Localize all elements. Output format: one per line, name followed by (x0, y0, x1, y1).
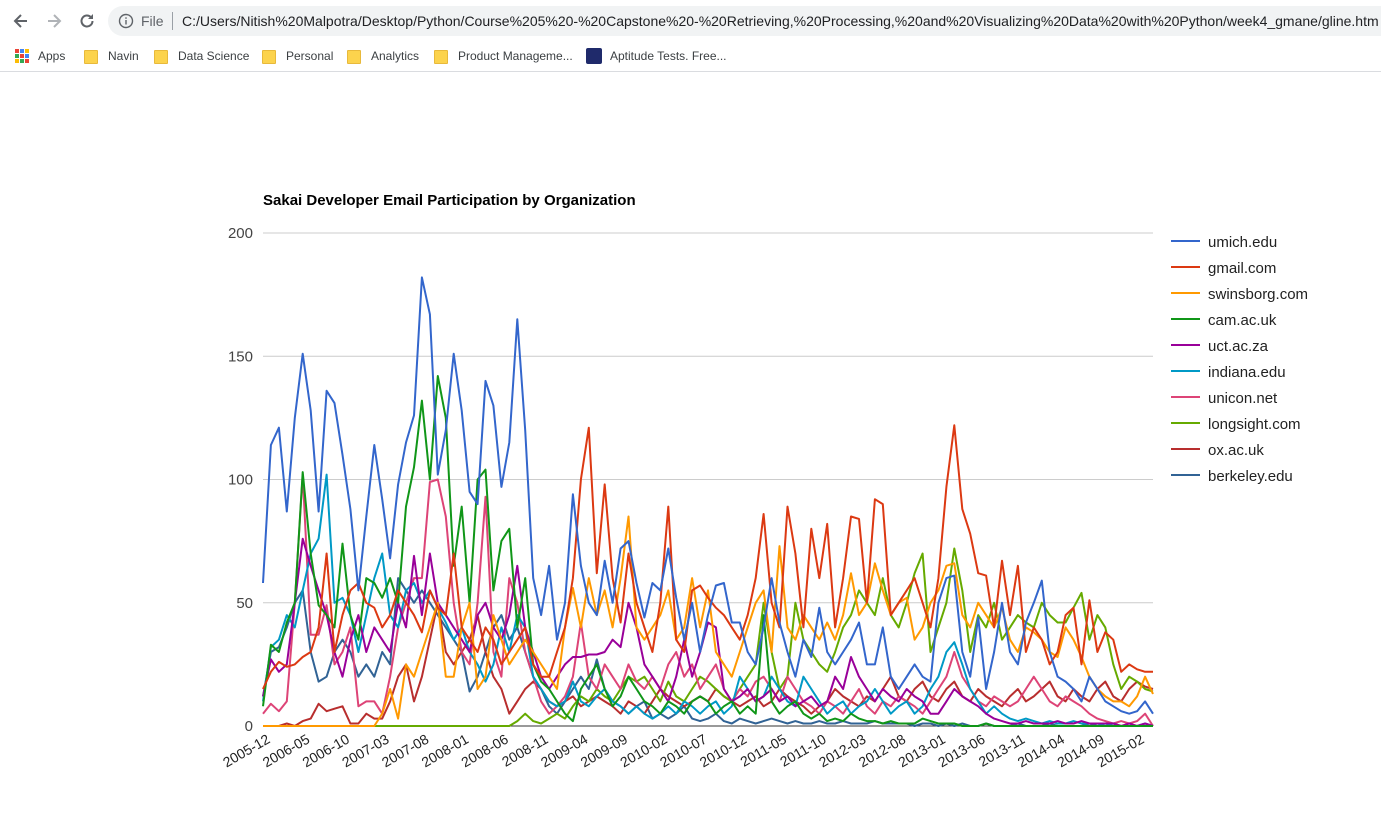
legend-label: unicon.net (1208, 390, 1278, 407)
y-tick-label: 200 (228, 225, 253, 242)
bookmark-label: Data Science (178, 49, 250, 63)
line-chart: Sakai Developer Email Participation by O… (220, 192, 1308, 771)
info-icon[interactable] (118, 13, 134, 29)
bookmark-label: Navin (108, 49, 139, 63)
folder-icon (434, 50, 448, 64)
bookmark-personal[interactable]: Personal (258, 46, 333, 66)
legend-label: ox.ac.uk (1208, 442, 1264, 459)
legend-item-unicon-net[interactable]: unicon.net (1171, 390, 1278, 407)
x-axis-ticks: 2005-122006-052006-102007-032007-082008-… (220, 731, 1147, 771)
legend-item-swinsborg-com[interactable]: swinsborg.com (1171, 286, 1308, 303)
series-line-uct-ac-za[interactable] (262, 537, 1154, 727)
bookmark-label: Product Manageme... (458, 49, 573, 63)
legend-label: umich.edu (1208, 234, 1277, 251)
legend-label: uct.ac.za (1208, 338, 1269, 355)
legend-item-ox-ac-uk[interactable]: ox.ac.uk (1171, 442, 1264, 459)
legend-item-berkeley-edu[interactable]: berkeley.edu (1171, 468, 1293, 485)
legend-label: swinsborg.com (1208, 286, 1308, 303)
browser-toolbar: File C:/Users/Nitish%20Malpotra/Desktop/… (0, 0, 1381, 40)
legend-label: indiana.edu (1208, 364, 1286, 381)
scheme-label: File (141, 13, 164, 29)
series-line-longsight-com[interactable] (263, 547, 1154, 727)
bookmark-apps[interactable]: Apps (15, 46, 65, 66)
url-text[interactable]: C:/Users/Nitish%20Malpotra/Desktop/Pytho… (182, 13, 1379, 29)
series-line-cam-ac-uk[interactable] (262, 375, 1153, 727)
bookmark-aptitude-tests[interactable]: Aptitude Tests. Free... (586, 46, 727, 66)
folder-icon (84, 50, 98, 64)
y-tick-label: 150 (228, 348, 253, 365)
folder-icon (154, 50, 168, 64)
bookmark-label: Analytics (371, 49, 420, 63)
legend-item-uct-ac-za[interactable]: uct.ac.za (1171, 338, 1269, 355)
legend-item-umich-edu[interactable]: umich.edu (1171, 234, 1277, 251)
arrow-left-icon (13, 14, 27, 28)
bookmark-navin[interactable]: Navin (80, 46, 139, 66)
bookmark-analytics[interactable]: Analytics (343, 46, 419, 66)
series-line-swinsborg-com[interactable] (263, 515, 1154, 727)
legend-label: berkeley.edu (1208, 468, 1293, 485)
folder-icon (262, 50, 276, 64)
arrow-right-icon (48, 14, 62, 28)
series-line-umich-edu[interactable] (262, 276, 1154, 715)
back-button[interactable] (9, 9, 33, 33)
y-tick-label: 100 (228, 472, 253, 489)
apps-grid-icon (15, 49, 29, 63)
legend-item-longsight-com[interactable]: longsight.com (1171, 416, 1301, 433)
chart-title: Sakai Developer Email Participation by O… (263, 192, 636, 209)
legend: umich.edu gmail.com swinsborg.com cam.ac.uk… (1171, 234, 1308, 485)
reload-button[interactable] (75, 9, 99, 33)
bookmark-data-science[interactable]: Data Science (150, 46, 249, 66)
site-favicon (586, 48, 602, 64)
reload-icon (80, 14, 94, 28)
legend-item-indiana-edu[interactable]: indiana.edu (1171, 364, 1286, 381)
y-tick-label: 0 (245, 718, 253, 735)
bookmark-product-management[interactable]: Product Manageme... (430, 46, 573, 66)
legend-label: longsight.com (1208, 416, 1301, 433)
y-axis-ticks: 0 50 100 150 200 (228, 225, 253, 735)
bookmark-label: Apps (38, 49, 66, 63)
address-bar[interactable]: File C:/Users/Nitish%20Malpotra/Desktop/… (108, 6, 1381, 36)
legend-label: gmail.com (1208, 260, 1276, 277)
bookmark-label: Personal (286, 49, 334, 63)
legend-item-gmail-com[interactable]: gmail.com (1171, 260, 1276, 277)
folder-icon (347, 50, 361, 64)
bookmark-label: Aptitude Tests. Free... (610, 49, 727, 63)
forward-button[interactable] (42, 9, 66, 33)
legend-item-cam-ac-uk[interactable]: cam.ac.uk (1171, 312, 1277, 329)
series-lines (262, 276, 1154, 727)
bookmarks-bar: Apps Navin Data Science Personal Analyti… (0, 40, 1381, 72)
series-line-gmail-com[interactable] (262, 424, 1153, 690)
url-divider (172, 12, 173, 30)
y-tick-label: 50 (236, 595, 253, 612)
legend-label: cam.ac.uk (1208, 312, 1277, 329)
